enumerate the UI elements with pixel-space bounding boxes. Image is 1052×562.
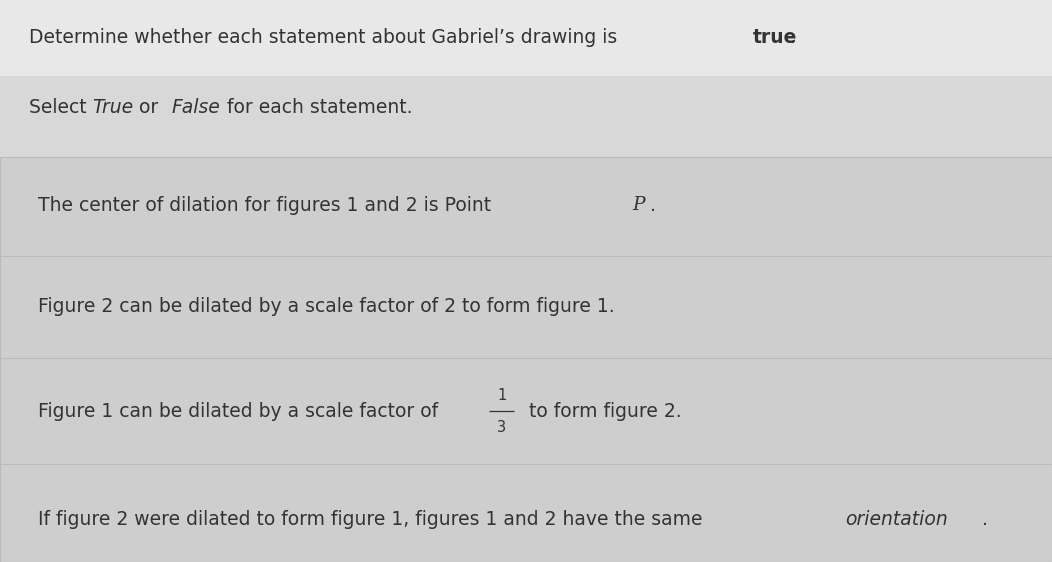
Text: .: . [790, 29, 796, 47]
Text: for each statement.: for each statement. [221, 98, 412, 117]
Text: 1: 1 [498, 388, 506, 403]
Text: orientation: orientation [845, 510, 948, 529]
FancyBboxPatch shape [0, 0, 1052, 76]
FancyBboxPatch shape [0, 157, 1052, 562]
Text: .: . [982, 510, 988, 529]
Text: or: or [133, 98, 164, 117]
Text: False: False [171, 98, 220, 117]
Text: Figure 1 can be dilated by a scale factor of: Figure 1 can be dilated by a scale facto… [38, 402, 438, 421]
Text: Determine whether each statement about Gabriel’s drawing is: Determine whether each statement about G… [29, 29, 624, 47]
Text: Select: Select [29, 98, 93, 117]
Text: .: . [650, 196, 656, 215]
Text: The center of dilation for figures 1 and 2 is Point: The center of dilation for figures 1 and… [38, 196, 497, 215]
Text: to form figure 2.: to form figure 2. [523, 402, 682, 421]
Text: If figure 2 were dilated to form figure 1, figures 1 and 2 have the same: If figure 2 were dilated to form figure … [38, 510, 708, 529]
Text: true: true [753, 29, 797, 47]
Text: True: True [93, 98, 134, 117]
Text: 3: 3 [498, 420, 506, 434]
Text: Figure 2 can be dilated by a scale factor of 2 to form figure 1.: Figure 2 can be dilated by a scale facto… [38, 297, 614, 316]
Text: P: P [632, 196, 645, 214]
